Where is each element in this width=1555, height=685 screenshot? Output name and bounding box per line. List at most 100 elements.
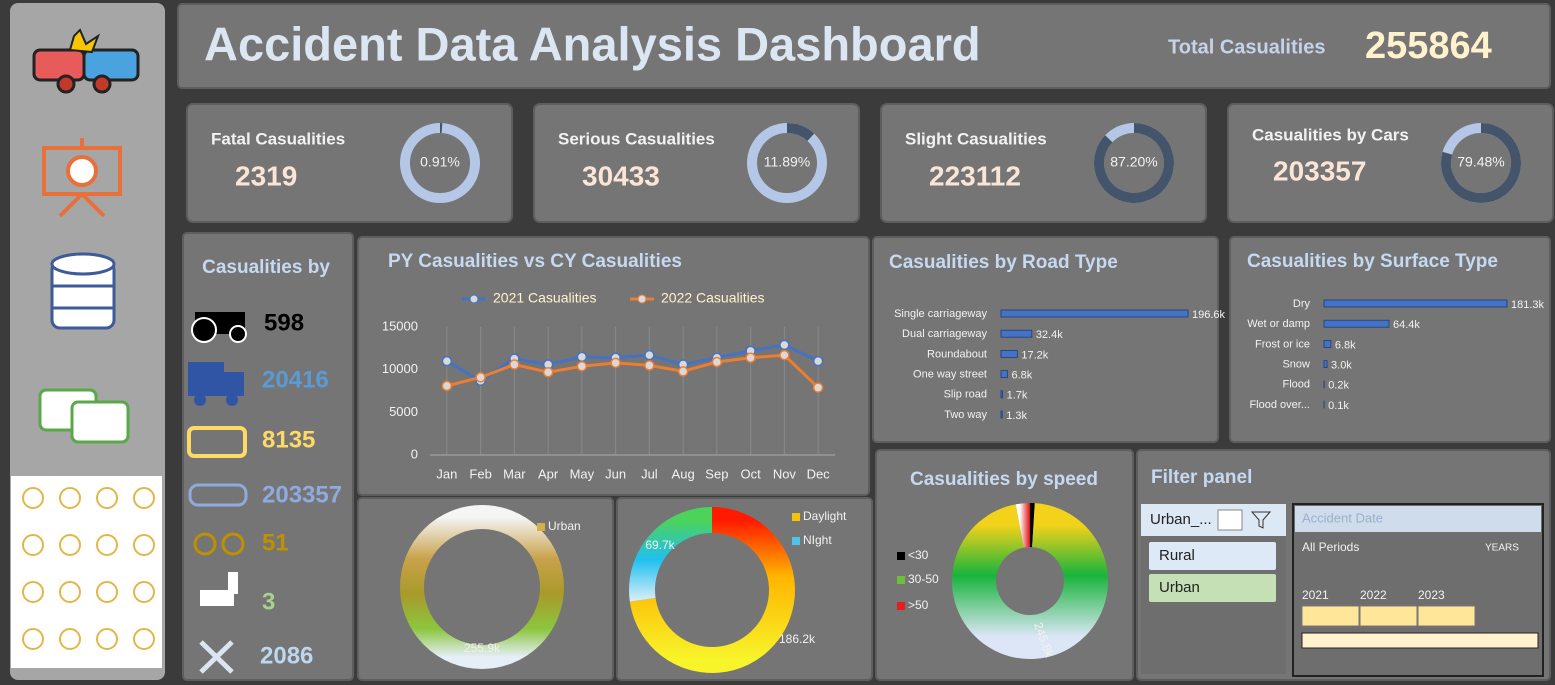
legend-marker bbox=[469, 294, 479, 304]
icon-grid-pattern bbox=[22, 487, 155, 650]
bar-label: Roundabout bbox=[927, 348, 987, 360]
legend-swatch bbox=[792, 513, 800, 521]
vehicle-value: 598 bbox=[264, 309, 304, 336]
crash-icon bbox=[32, 28, 140, 94]
bar bbox=[1000, 390, 1004, 399]
light-panel bbox=[616, 497, 873, 681]
header-panel bbox=[177, 3, 1551, 89]
y-tick-label: 10000 bbox=[382, 361, 418, 376]
timeline-bar[interactable] bbox=[1359, 605, 1418, 627]
multi-select-button[interactable] bbox=[1217, 509, 1243, 531]
x-tick-label: Oct bbox=[741, 466, 762, 481]
bar-value-label: 3.0k bbox=[1331, 360, 1352, 372]
bar bbox=[1000, 370, 1008, 379]
legend-text: 2022 Casualities bbox=[661, 290, 765, 306]
series-point bbox=[542, 366, 554, 378]
vehicle-value: 2086 bbox=[260, 642, 313, 669]
kpi-donut-arc bbox=[1441, 123, 1521, 203]
donut-segment bbox=[1015, 503, 1031, 548]
timeline-bar[interactable] bbox=[1301, 605, 1360, 627]
total-value: 255864 bbox=[1365, 25, 1492, 67]
slicer-item[interactable] bbox=[1149, 542, 1276, 570]
kpi-value: 2319 bbox=[235, 160, 297, 191]
legend-text: 30-50 bbox=[908, 572, 939, 586]
kpi-label: Casualities by Cars bbox=[1252, 125, 1409, 144]
bar-value-label: 64.4k bbox=[1393, 319, 1420, 331]
bar bbox=[1000, 309, 1189, 318]
x-tick-label: Apr bbox=[538, 466, 559, 481]
bar-label: Flood over... bbox=[1249, 399, 1310, 411]
x-tick-label: Jan bbox=[436, 466, 457, 481]
timeline-period: All Periods bbox=[1302, 540, 1359, 554]
timeline-year: 2021 bbox=[1302, 588, 1329, 602]
bar-value-label: 196.6k bbox=[1192, 309, 1226, 321]
vehicle-value: 51 bbox=[262, 529, 289, 556]
series-line bbox=[446, 353, 820, 389]
legend-swatch bbox=[897, 602, 905, 610]
bar-label: Flood bbox=[1282, 379, 1310, 391]
x-tick-label: Nov bbox=[773, 466, 797, 481]
bar bbox=[1000, 410, 1003, 419]
bar bbox=[1323, 339, 1332, 348]
kpi-value: 30433 bbox=[582, 160, 660, 191]
kpi-value: 203357 bbox=[1273, 155, 1366, 186]
slicer-item[interactable] bbox=[1149, 574, 1276, 602]
slicer-header bbox=[1141, 504, 1286, 536]
bar-value-label: 6.8k bbox=[1335, 339, 1356, 351]
legend-swatch bbox=[537, 523, 545, 531]
series-line bbox=[446, 343, 819, 383]
series-point bbox=[610, 357, 621, 369]
legend-marker bbox=[637, 294, 647, 304]
bar-value-label: 17.2k bbox=[1021, 349, 1048, 361]
filter-title: Filter panel bbox=[1151, 467, 1252, 488]
series-point bbox=[576, 361, 588, 372]
vehicle-value: 8135 bbox=[262, 426, 315, 453]
kpi-percent: 11.89% bbox=[764, 154, 810, 170]
timeline-unit[interactable]: YEARS bbox=[1485, 543, 1519, 554]
bar-label: One way street bbox=[913, 369, 987, 381]
series-point bbox=[644, 349, 655, 361]
y-tick-label: 5000 bbox=[389, 404, 418, 419]
bar-label: Frost or ice bbox=[1255, 338, 1310, 350]
clear-filter-button[interactable] bbox=[1250, 511, 1272, 529]
legend-text: Urban bbox=[548, 519, 581, 533]
timeline-bar[interactable] bbox=[1417, 605, 1476, 627]
dashboard-title: Accident Data Analysis Dashboard bbox=[204, 17, 981, 70]
bar-label: Two way bbox=[944, 409, 987, 421]
total-label: Total Casualities bbox=[1168, 36, 1325, 58]
donut-segment bbox=[629, 507, 713, 602]
timeline-year: 2022 bbox=[1360, 588, 1387, 602]
bar bbox=[1000, 329, 1033, 338]
bar-value-label: 1.7k bbox=[1007, 390, 1028, 402]
kpi-label: Serious Casualities bbox=[558, 129, 715, 148]
series-point bbox=[576, 351, 588, 363]
chart-title: Casualities by speed bbox=[910, 469, 1098, 490]
legend-swatch bbox=[897, 576, 905, 584]
series-point bbox=[745, 352, 756, 363]
bar-value-label: 32.4k bbox=[1036, 329, 1063, 341]
vehicle-value: 203357 bbox=[262, 481, 342, 508]
bar bbox=[1323, 319, 1390, 328]
x-tick-label: Dec bbox=[807, 466, 831, 481]
vehicle-value: 3 bbox=[262, 588, 275, 615]
vehicle-title: Casualities by bbox=[202, 257, 330, 278]
series-point bbox=[475, 372, 486, 383]
bar-value-label: 6.8k bbox=[1011, 370, 1032, 382]
series-point bbox=[509, 359, 520, 370]
chart-title: PY Casualities vs CY Casualities bbox=[388, 251, 682, 272]
bar bbox=[1323, 360, 1328, 369]
series-point bbox=[441, 380, 453, 392]
donut-segment bbox=[400, 505, 564, 669]
kpi-percent: 79.48% bbox=[1457, 154, 1504, 170]
x-tick-label: Jul bbox=[641, 466, 658, 481]
bar-label: Slip road bbox=[944, 389, 987, 401]
series-point bbox=[812, 382, 824, 393]
donut-segment bbox=[952, 503, 1108, 659]
legend-text: >50 bbox=[908, 598, 929, 612]
x-tick-label: Aug bbox=[672, 466, 695, 481]
series-point bbox=[711, 356, 723, 368]
timeline-scrollbar[interactable] bbox=[1301, 632, 1539, 649]
donut-value-label: 69.7k bbox=[645, 538, 675, 552]
chart-title: Casualities by Surface Type bbox=[1247, 251, 1498, 272]
